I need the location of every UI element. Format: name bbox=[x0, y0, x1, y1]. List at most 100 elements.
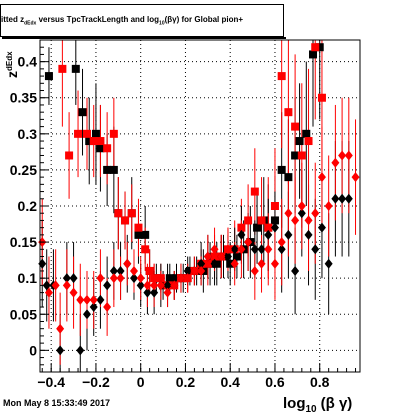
diamond-marker bbox=[143, 280, 152, 291]
diamond-marker bbox=[304, 215, 313, 226]
square-marker bbox=[150, 274, 159, 283]
diamond-marker bbox=[56, 345, 65, 356]
error-bars bbox=[41, 40, 357, 372]
square-marker bbox=[315, 43, 324, 52]
diamond-marker bbox=[56, 323, 65, 334]
square-marker bbox=[311, 43, 320, 52]
square-marker bbox=[257, 216, 266, 225]
diamond-marker bbox=[338, 193, 347, 204]
chart-title: itted zdEdx versus TpcTrackLength and lo… bbox=[1, 14, 244, 27]
diamond-marker bbox=[217, 251, 226, 262]
y-tick-label: 0.4 bbox=[18, 54, 38, 70]
diamond-marker bbox=[116, 273, 125, 284]
diamond-marker bbox=[76, 294, 85, 305]
diamond-marker bbox=[250, 265, 259, 276]
diamond-marker bbox=[351, 172, 360, 183]
y-tick-labels: 0 0.05 0.1 0.15 0.2 0.25 0.3 0.35 0.4 bbox=[10, 54, 37, 359]
diamond-marker bbox=[344, 150, 353, 161]
chart-title-box: itted zdEdx versus TpcTrackLength and lo… bbox=[0, 4, 284, 37]
diamond-marker bbox=[257, 258, 266, 269]
square-marker bbox=[114, 209, 123, 218]
diamond-marker bbox=[109, 273, 118, 284]
grid-lines bbox=[40, 40, 360, 372]
square-marker bbox=[253, 223, 262, 232]
diamond-marker bbox=[244, 237, 253, 248]
diamond-marker bbox=[136, 280, 145, 291]
diamond-marker bbox=[163, 287, 172, 298]
diamond-marker bbox=[210, 258, 219, 269]
diamond-marker bbox=[311, 208, 320, 219]
diamond-marker bbox=[297, 201, 306, 211]
diamond-marker bbox=[237, 244, 246, 255]
diamond-marker bbox=[170, 280, 179, 291]
x-tick-label: 0.8 bbox=[310, 374, 330, 390]
diamond-marker bbox=[203, 251, 212, 262]
x-tick-label: −0.4 bbox=[37, 374, 65, 390]
x-tick-labels: −0.4 −0.2 0 0.2 0.4 0.6 0.8 bbox=[37, 374, 329, 390]
y-tick-label: 0.2 bbox=[18, 198, 38, 214]
diamond-marker bbox=[96, 294, 105, 305]
square-marker bbox=[71, 64, 80, 73]
diamond-marker bbox=[230, 244, 239, 255]
square-marker bbox=[291, 151, 300, 160]
axis-ticks bbox=[40, 46, 357, 372]
square-marker bbox=[270, 216, 279, 225]
diamond-marker bbox=[183, 273, 192, 284]
diamond-marker bbox=[270, 258, 279, 269]
diamond-marker bbox=[156, 280, 165, 291]
y-tick-label: 0 bbox=[29, 342, 37, 358]
diamond-marker bbox=[270, 222, 279, 233]
x-axis-title: log10 (β γ) bbox=[283, 395, 352, 414]
square-marker bbox=[156, 274, 165, 283]
diamond-marker bbox=[257, 244, 266, 255]
diamond-marker bbox=[324, 258, 333, 269]
diamond-marker bbox=[109, 265, 118, 276]
x-tick-label: 0 bbox=[137, 374, 145, 390]
square-marker bbox=[317, 93, 326, 102]
square-marker bbox=[96, 144, 105, 153]
square-marker bbox=[297, 151, 306, 160]
square-marker bbox=[82, 129, 91, 138]
y-tick-label: 0.25 bbox=[10, 162, 37, 178]
square-marker bbox=[250, 187, 259, 196]
square-marker bbox=[89, 137, 98, 146]
diamond-marker bbox=[264, 244, 273, 255]
x-tick-label: −0.2 bbox=[82, 374, 110, 390]
square-marker bbox=[237, 223, 246, 232]
diamond-marker bbox=[82, 294, 91, 305]
square-marker bbox=[284, 173, 293, 182]
diamond-marker bbox=[317, 172, 326, 183]
diamond-marker bbox=[69, 287, 78, 298]
square-marker bbox=[109, 129, 118, 138]
square-marker bbox=[103, 165, 112, 174]
square-marker bbox=[270, 202, 279, 210]
diamond-marker bbox=[129, 273, 138, 284]
diamond-marker bbox=[250, 244, 259, 255]
diamond-marker bbox=[163, 280, 172, 291]
diamond-marker bbox=[76, 345, 85, 356]
diamond-marker bbox=[62, 273, 71, 284]
diamond-marker bbox=[291, 265, 300, 276]
diamond-marker bbox=[123, 258, 132, 269]
diamond-marker bbox=[311, 244, 320, 255]
square-marker bbox=[244, 216, 253, 225]
diamond-marker bbox=[190, 265, 199, 276]
square-marker bbox=[96, 137, 105, 146]
diamond-marker bbox=[277, 244, 286, 255]
square-marker bbox=[172, 274, 181, 283]
diamond-marker bbox=[331, 157, 340, 168]
square-marker bbox=[277, 165, 286, 174]
square-marker bbox=[121, 216, 130, 225]
diamond-marker bbox=[324, 201, 333, 211]
diamond-marker bbox=[82, 309, 91, 320]
diamond-marker bbox=[150, 280, 159, 291]
square-marker bbox=[141, 230, 150, 239]
square-marker bbox=[210, 252, 219, 261]
diamond-marker bbox=[44, 287, 53, 298]
diamond-marker bbox=[96, 273, 105, 284]
x-tick-label: 0.6 bbox=[265, 374, 285, 390]
square-marker bbox=[134, 230, 143, 239]
diamond-marker bbox=[51, 280, 60, 291]
diamond-marker bbox=[297, 208, 306, 219]
